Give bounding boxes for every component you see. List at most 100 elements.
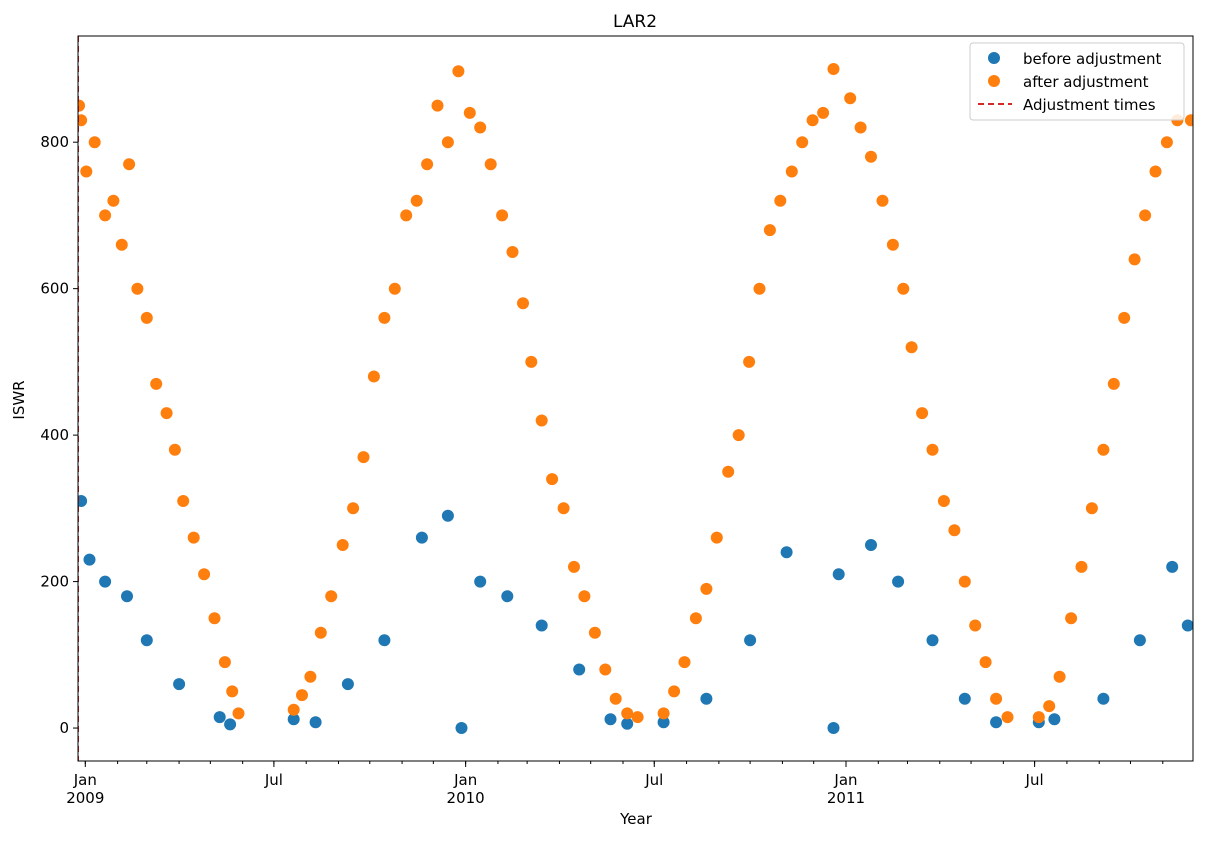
point-after-adjustment <box>689 612 702 625</box>
point-before-adjustment <box>1166 560 1179 573</box>
point-before-adjustment <box>455 722 468 734</box>
point-after-adjustment <box>599 663 612 676</box>
point-before-adjustment <box>832 568 845 581</box>
legend: before adjustment after adjustment Adjus… <box>969 42 1185 121</box>
point-before-adjustment <box>573 663 586 676</box>
point-before-adjustment <box>140 634 153 647</box>
point-before-adjustment <box>1181 619 1193 632</box>
point-after-adjustment <box>1128 253 1141 266</box>
point-after-adjustment <box>732 429 745 442</box>
point-after-adjustment <box>78 99 85 112</box>
x-tick-year-label: 2009 <box>66 789 104 807</box>
y-tick-label: 200 <box>40 573 69 591</box>
point-after-adjustment <box>99 209 112 222</box>
point-after-adjustment <box>763 224 776 237</box>
point-before-adjustment <box>1133 634 1146 647</box>
legend-label-adjustment: Adjustment times <box>1023 96 1156 114</box>
point-after-adjustment <box>535 414 548 427</box>
point-after-adjustment <box>578 590 591 603</box>
point-after-adjustment <box>78 114 88 127</box>
point-after-adjustment <box>1085 502 1098 515</box>
point-after-adjustment <box>218 656 231 669</box>
point-before-adjustment <box>865 539 877 551</box>
point-after-adjustment <box>1053 670 1066 683</box>
point-after-adjustment <box>150 377 163 390</box>
point-after-adjustment <box>441 136 454 149</box>
point-after-adjustment <box>568 560 580 573</box>
point-after-adjustment <box>226 685 239 698</box>
point-after-adjustment <box>123 158 136 171</box>
point-before-adjustment <box>309 716 322 729</box>
point-before-adjustment <box>958 692 971 705</box>
legend-marker-after <box>988 75 1000 87</box>
point-after-adjustment <box>958 575 971 588</box>
point-after-adjustment <box>131 282 144 295</box>
point-before-adjustment <box>1097 692 1110 705</box>
point-after-adjustment <box>314 626 327 639</box>
point-after-adjustment <box>937 495 950 507</box>
point-after-adjustment <box>198 568 211 581</box>
y-axis-label: ISWR <box>10 380 28 419</box>
plot-frame <box>77 35 1194 762</box>
point-after-adjustment <box>1075 560 1088 573</box>
point-after-adjustment <box>232 707 245 720</box>
point-after-adjustment <box>979 656 992 669</box>
x-tick-label: Jul <box>264 771 283 789</box>
point-before-adjustment <box>604 713 617 726</box>
point-after-adjustment <box>546 473 559 486</box>
point-after-adjustment <box>336 539 349 551</box>
point-before-adjustment <box>780 546 793 559</box>
y-tick-label: 800 <box>40 133 69 151</box>
point-after-adjustment <box>1032 711 1045 724</box>
point-before-adjustment <box>744 634 757 647</box>
point-after-adjustment <box>865 150 877 163</box>
point-after-adjustment <box>621 707 634 720</box>
point-after-adjustment <box>378 311 391 324</box>
point-before-adjustment <box>990 716 1003 729</box>
x-axis-label: Year <box>619 810 653 828</box>
point-before-adjustment <box>415 531 428 544</box>
point-after-adjustment <box>785 165 798 178</box>
point-after-adjustment <box>474 121 487 134</box>
series-0 <box>78 495 1193 734</box>
legend-marker-before <box>988 52 1000 64</box>
point-before-adjustment <box>892 575 905 588</box>
point-after-adjustment <box>876 194 889 207</box>
point-before-adjustment <box>621 717 634 730</box>
legend-label-after: after adjustment <box>1023 73 1149 91</box>
point-after-adjustment <box>557 502 570 515</box>
point-after-adjustment <box>431 99 444 112</box>
point-after-adjustment <box>506 246 519 258</box>
point-after-adjustment <box>948 524 961 537</box>
point-after-adjustment <box>657 707 670 720</box>
point-before-adjustment <box>474 575 487 588</box>
point-after-adjustment <box>1118 311 1131 324</box>
point-before-adjustment <box>78 495 88 507</box>
point-after-adjustment <box>388 282 401 295</box>
point-before-adjustment <box>378 634 391 647</box>
point-before-adjustment <box>926 634 939 647</box>
point-before-adjustment <box>535 619 548 632</box>
point-after-adjustment <box>827 63 840 75</box>
point-after-adjustment <box>400 209 413 222</box>
point-before-adjustment <box>1048 713 1061 726</box>
point-after-adjustment <box>806 114 819 127</box>
point-before-adjustment <box>657 716 670 729</box>
point-before-adjustment <box>827 722 840 734</box>
point-after-adjustment <box>296 689 308 702</box>
point-after-adjustment <box>1001 711 1014 724</box>
y-tick-label: 600 <box>40 280 69 298</box>
point-before-adjustment <box>83 553 96 566</box>
point-after-adjustment <box>774 194 787 207</box>
x-tick-year-label: 2010 <box>447 789 485 807</box>
point-before-adjustment <box>501 590 514 603</box>
point-after-adjustment <box>796 136 809 149</box>
point-after-adjustment <box>710 531 723 544</box>
x-tick-label: Jan <box>833 771 857 789</box>
point-after-adjustment <box>609 692 622 705</box>
point-before-adjustment <box>121 590 133 603</box>
point-after-adjustment <box>452 65 465 78</box>
